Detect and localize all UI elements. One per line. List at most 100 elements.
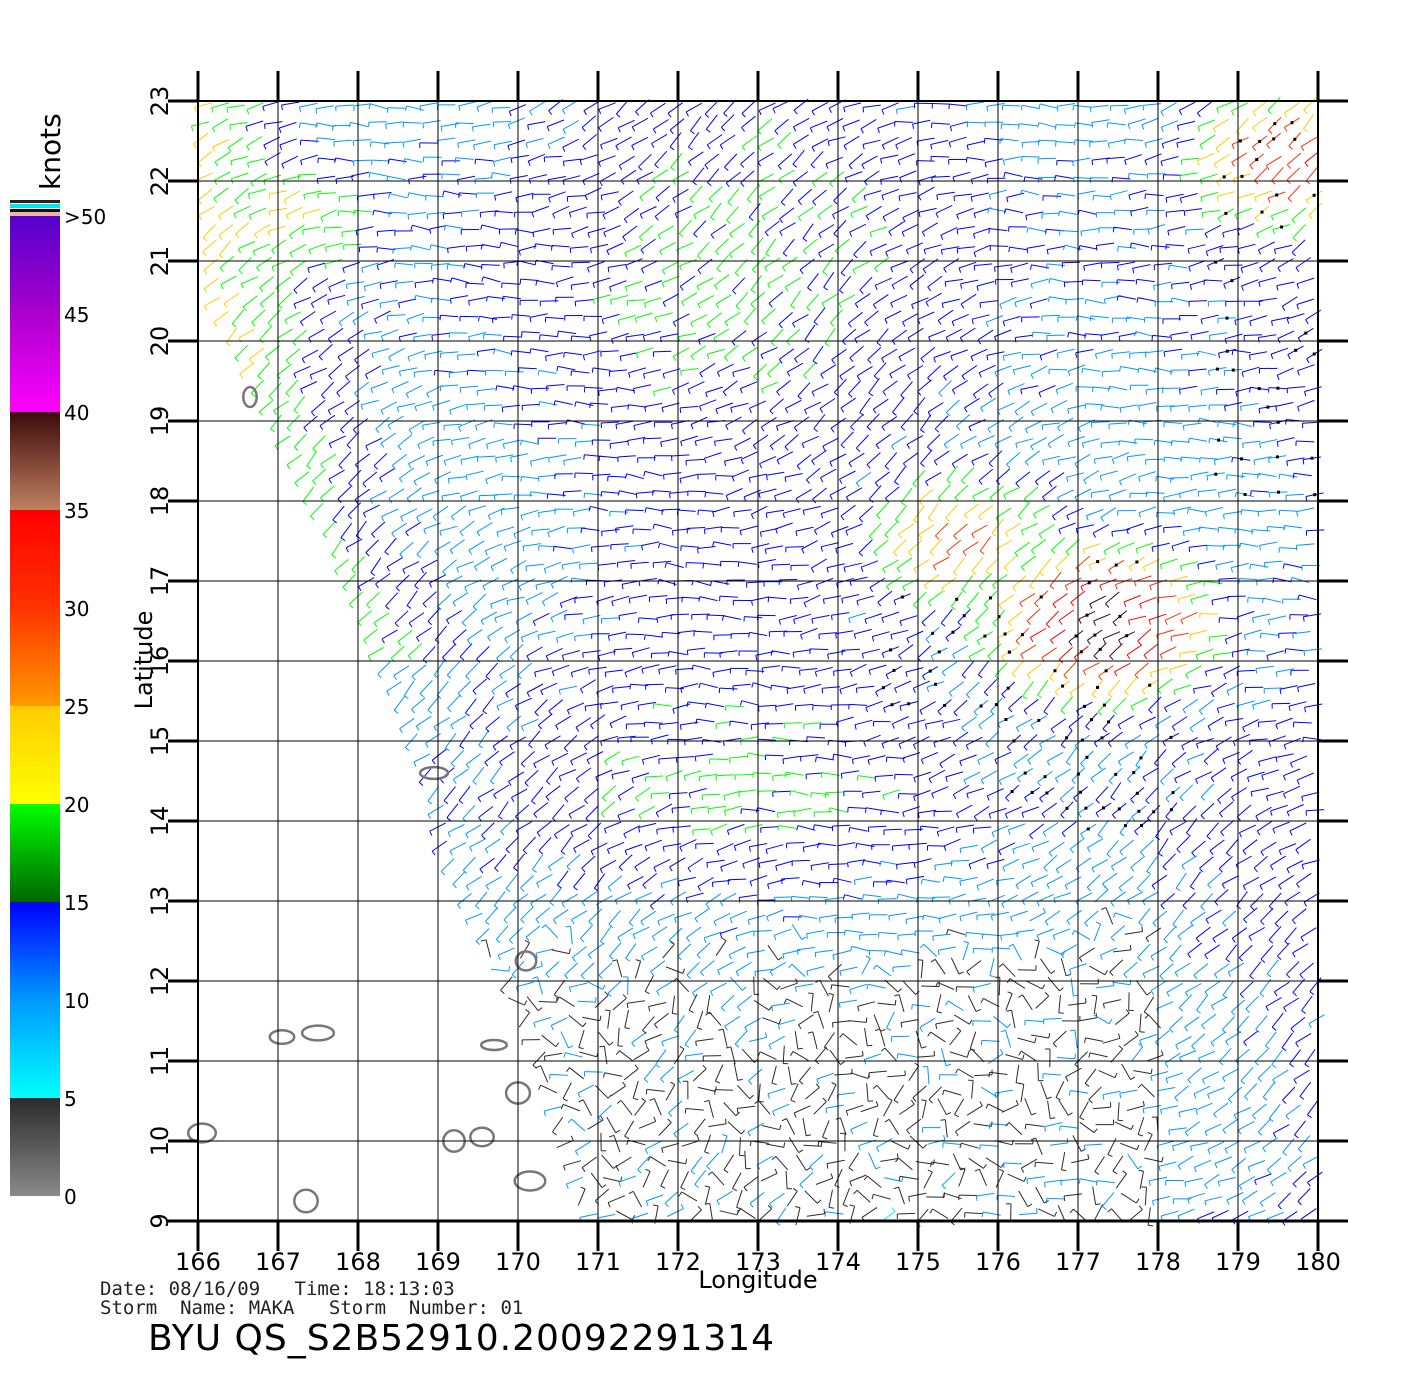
wind-barb [1103, 999, 1122, 1004]
wind-barb-tick [855, 482, 860, 488]
wind-barb-tick [637, 1169, 642, 1174]
wind-barb [893, 1084, 905, 1101]
wind-barb-tick [961, 375, 966, 381]
wind-barb [818, 842, 837, 847]
wind-barb [553, 545, 572, 550]
wind-barb-tick [1283, 775, 1286, 781]
wind-barb-tick [1297, 406, 1300, 412]
wind-barb-tick [601, 531, 603, 537]
wind-barb [1308, 1014, 1325, 1025]
wind-barb [994, 751, 1012, 761]
wind-barb-tick [620, 1176, 623, 1182]
wind-barb-tick [900, 1022, 903, 1028]
wind-barb [1102, 1090, 1121, 1096]
wind-barb [1307, 1171, 1323, 1183]
wind-barb-tick [1130, 705, 1134, 711]
wind-barb-tick [670, 940, 675, 945]
wind-barb [499, 664, 516, 676]
wind-barb-tick [1196, 743, 1199, 749]
wind-barb [1025, 980, 1043, 990]
wind-barb [487, 626, 503, 638]
wind-barb [851, 912, 870, 916]
wind-barb [1030, 437, 1047, 447]
wind-barb-tick [879, 861, 882, 867]
wind-barb [1131, 1046, 1144, 1062]
wind-barb-tick [1007, 1023, 1011, 1028]
wind-barb-tick [1066, 920, 1071, 925]
wind-barb-tick [1296, 779, 1300, 785]
wind-barb-tick [796, 585, 800, 591]
wind-barb-tick [633, 1097, 639, 1101]
wind-barb-tick [1182, 905, 1187, 910]
wind-barb [1142, 891, 1159, 902]
wind-barb [634, 960, 642, 979]
wind-barb [365, 437, 383, 447]
wind-barb [1185, 983, 1202, 993]
wind-barb [785, 399, 802, 409]
wind-barb [949, 1030, 962, 1046]
wind-barb [981, 839, 998, 850]
wind-barb [964, 503, 980, 515]
wind-barb [618, 786, 634, 797]
wind-barb [432, 400, 450, 407]
wind-barb [485, 876, 503, 886]
wind-barb-tick [1043, 711, 1049, 715]
wind-barb [898, 994, 905, 1013]
wind-barb [1084, 1068, 1097, 1084]
wind-barb [797, 382, 811, 397]
wind-barb [948, 681, 965, 693]
wind-barb-tick [644, 1040, 648, 1046]
wind-barb-tick [897, 988, 902, 993]
wind-barb [645, 775, 664, 778]
wind-barb [1169, 944, 1182, 959]
wind-barb-tick [1201, 1024, 1206, 1030]
wind-barb-tick [987, 428, 991, 434]
wind-barb-tick [908, 551, 913, 557]
wind-barb [1043, 696, 1056, 712]
wind-barb-tick [475, 905, 480, 910]
wind-barb [1251, 490, 1270, 493]
wind-barb-tick [1285, 1115, 1290, 1120]
wind-barb [1184, 1177, 1203, 1183]
wind-barb [1093, 923, 1102, 941]
wind-barb-tick [432, 516, 437, 521]
wind-barb [1037, 680, 1049, 696]
wind-barb-tick [750, 514, 755, 520]
wind-barb [1179, 650, 1198, 654]
wind-barb-tick [998, 963, 1004, 968]
wind-barb-tick [460, 496, 463, 502]
wind-barb-tick [1052, 935, 1056, 941]
wind-barb-tick [528, 744, 533, 749]
wind-barb [611, 595, 630, 602]
wind-barb [397, 434, 413, 447]
wind-barb [925, 471, 942, 482]
wind-barb [1218, 856, 1233, 869]
wind-barb [638, 617, 657, 620]
wind-barb-tick [1222, 922, 1227, 927]
wind-barb-tick [622, 994, 627, 999]
wind-barb-tick [679, 846, 683, 852]
wind-barb-tick [1024, 1124, 1027, 1130]
wind-barb [704, 1186, 711, 1205]
wind-barb [878, 932, 897, 935]
wind-barb [979, 536, 992, 552]
wind-barb-tick [1041, 984, 1046, 990]
wind-barb [1103, 542, 1121, 552]
wind-barb [818, 1141, 837, 1144]
wind-barb [759, 1051, 777, 1060]
wind-barb [321, 381, 335, 396]
wind-barb-tick [1097, 711, 1103, 716]
wind-barb [1099, 578, 1117, 586]
wind-barb [532, 1051, 546, 1066]
wind-barb [720, 927, 738, 934]
wind-barb [1150, 667, 1168, 674]
wind-barb [905, 667, 924, 673]
wind-barb-tick [632, 388, 635, 394]
wind-barb [459, 643, 473, 658]
wind-barb [946, 539, 962, 552]
wind-barb-tick [686, 701, 689, 707]
wind-barb-tick [1107, 1153, 1113, 1158]
wind-barb [1055, 1081, 1065, 1098]
wind-barb-tick [635, 797, 639, 802]
wind-barb [913, 559, 930, 570]
